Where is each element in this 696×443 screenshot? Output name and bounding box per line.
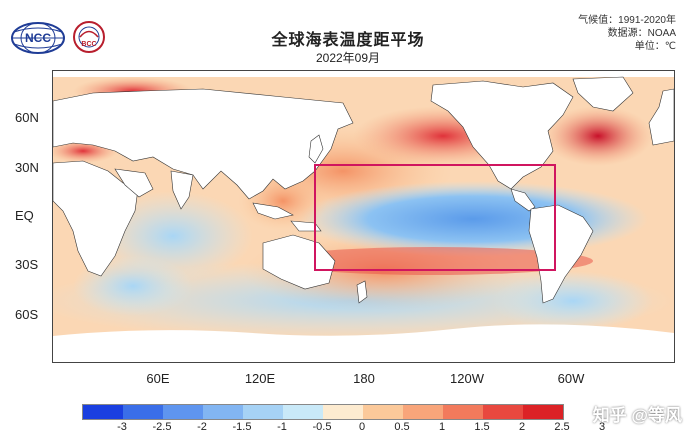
colorbar-cell <box>83 405 123 419</box>
map-title: 全球海表温度距平场 <box>271 32 425 49</box>
colorbar <box>82 404 564 420</box>
new-guinea <box>290 220 322 232</box>
colorbar-tick-label: -1 <box>277 421 287 433</box>
eurasia <box>53 88 354 200</box>
lon-label-60e: 60E <box>146 371 170 386</box>
south-atlantic-cool <box>493 271 653 331</box>
south-pacific-warm-band <box>273 247 593 275</box>
colorbar-cell <box>203 405 243 419</box>
colorbar-cell <box>163 405 203 419</box>
colorbar-tick-label: 2.5 <box>554 421 570 433</box>
meta-climatology: 气候值：1991-2020年 <box>578 15 676 26</box>
india <box>170 170 194 210</box>
bcc-logo: BCC <box>73 21 105 53</box>
colorbar-cell <box>123 405 163 419</box>
colorbar-cell <box>323 405 363 419</box>
australia <box>262 234 336 290</box>
new-zealand <box>356 280 368 304</box>
ncc-logo-text: NCC <box>25 31 51 45</box>
colorbar-tick-label: 2 <box>518 421 526 433</box>
colorbar-tick-label: 1.5 <box>474 421 490 433</box>
continents <box>53 76 674 304</box>
europe-east-edge <box>648 88 674 146</box>
colorbar-cell <box>483 405 523 419</box>
colorbar-tick-label: -0.5 <box>312 421 332 433</box>
la-nina-cold-tongue <box>298 181 648 257</box>
colorbar-tick-label: 1 <box>438 421 446 433</box>
colorbar-tick-label: 3 <box>598 421 606 433</box>
lat-label-60s: 60S <box>15 307 39 322</box>
highlight-box <box>314 164 556 271</box>
lat-label-30s: 30S <box>15 257 39 272</box>
meta-info: 气候值：1991-2020年 数据源：NOAA 单位：℃ <box>578 14 676 53</box>
lon-label-120w: 120W <box>450 371 484 386</box>
colorbar-cell <box>283 405 323 419</box>
bcc-logo-text: BCC <box>81 41 96 48</box>
indonesia <box>252 202 294 220</box>
lat-label-60n: 60N <box>15 110 39 125</box>
meta-unit: 单位：℃ <box>634 41 676 52</box>
sst-anomaly-map <box>52 70 675 363</box>
colorbar-tick-label: 0 <box>358 421 366 433</box>
ncc-logo: NCC <box>11 22 65 54</box>
lat-label-eq: EQ <box>15 208 34 223</box>
colorbar-tick-label: -2.5 <box>152 421 172 433</box>
lon-label-180: 180 <box>353 371 375 386</box>
colorbar-cell <box>403 405 443 419</box>
colorbar-tick-label: -3 <box>117 421 127 433</box>
arctic-land <box>53 71 674 77</box>
meta-source: 数据源：NOAA <box>607 28 676 39</box>
lon-label-120e: 120E <box>244 371 276 386</box>
antarctica-land <box>53 324 674 362</box>
colorbar-cell <box>243 405 283 419</box>
colorbar-cell <box>523 405 563 419</box>
colorbar-tick-label: 0.5 <box>394 421 410 433</box>
colorbar-cell <box>443 405 483 419</box>
colorbar-tick-label: -2 <box>197 421 207 433</box>
north-america <box>430 80 574 190</box>
north-atlantic-warm-core <box>543 106 653 166</box>
lat-label-30n: 30N <box>15 160 39 175</box>
watermark: 知乎 @等风 <box>592 406 682 425</box>
colorbar-tick-label: -1.5 <box>232 421 252 433</box>
japan <box>308 134 324 164</box>
colorbar-cell <box>363 405 403 419</box>
map-subtitle: 2022年09月 <box>315 51 381 65</box>
africa <box>53 160 139 277</box>
lon-label-60w: 60W <box>557 371 585 386</box>
arabia <box>114 168 154 198</box>
south-america <box>528 204 594 304</box>
greenland <box>572 76 634 112</box>
map-canvas <box>53 71 674 362</box>
